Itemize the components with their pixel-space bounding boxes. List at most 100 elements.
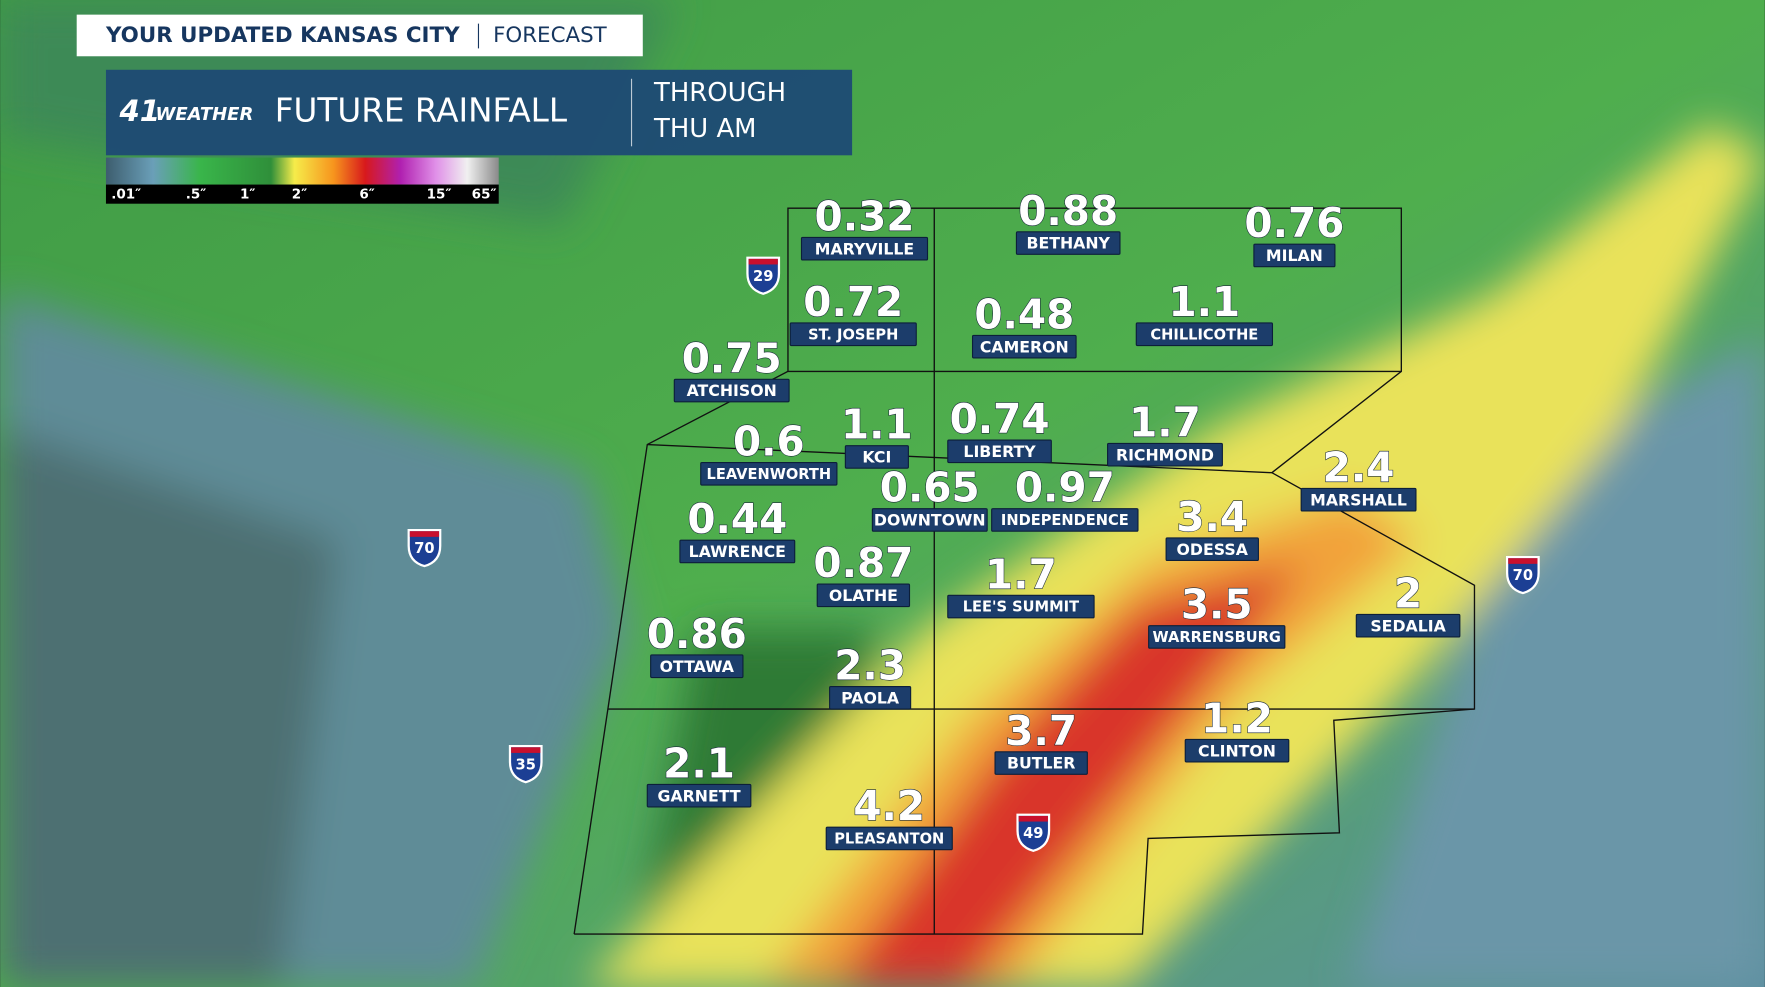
city-label-box xyxy=(1253,243,1336,268)
rainfall-value: 0.76 xyxy=(1244,199,1344,247)
interstate-shield-top xyxy=(1018,815,1048,822)
city-name: KCI xyxy=(862,448,891,467)
interstate-number: 49 xyxy=(1023,825,1043,842)
legend-label: 15″ xyxy=(427,187,452,203)
city-name: RICHMOND xyxy=(1116,445,1214,464)
legend-label: .5″ xyxy=(186,187,207,203)
city-name: CHILLICOTHE xyxy=(1150,326,1258,343)
rainfall-value: 0.44 xyxy=(687,495,787,543)
legend-label: .01″ xyxy=(111,187,141,203)
rainfall-value: 0.72 xyxy=(803,278,903,326)
interstate-shield xyxy=(1016,813,1051,852)
city-name: PLEASANTON xyxy=(834,831,944,848)
interstate-number: 70 xyxy=(414,540,434,557)
city-name: BUTLER xyxy=(1007,754,1075,773)
rainfall-value: 1.7 xyxy=(1129,398,1201,446)
city-label-box xyxy=(789,322,917,347)
rainfall-value: 4.2 xyxy=(853,782,925,830)
city-label-box xyxy=(1165,537,1259,562)
rainfall-value: 0.32 xyxy=(815,192,915,240)
rainfall-value: 0.97 xyxy=(1015,464,1115,512)
interstate-shield-top xyxy=(1508,558,1538,564)
city-name: ODESSA xyxy=(1177,540,1249,559)
city-label-box xyxy=(679,539,796,564)
kicker: YOUR UPDATED KANSAS CITY xyxy=(105,23,460,48)
period-line2: THU AM xyxy=(653,114,756,144)
city-label-box xyxy=(673,378,790,403)
city-name: LEE'S SUMMIT xyxy=(963,599,1079,616)
interstate-shield-top xyxy=(409,531,440,537)
rainfall-value: 3.7 xyxy=(1005,707,1077,755)
legend-bar xyxy=(105,157,499,185)
interstate-shield xyxy=(746,256,781,295)
city-name: OLATHE xyxy=(829,586,898,605)
city-label-box xyxy=(1135,322,1274,347)
legend-label: 6″ xyxy=(359,187,374,203)
city-name: PAOLA xyxy=(841,688,900,707)
city-name: CAMERON xyxy=(980,337,1069,356)
city-name: GARNETT xyxy=(658,786,741,805)
logo-number: 41 xyxy=(118,94,160,128)
rainfall-value: 0.74 xyxy=(950,395,1050,443)
city-name: SEDALIA xyxy=(1370,616,1446,635)
interstate-number: 29 xyxy=(753,268,773,285)
rainfall-value: 0.6 xyxy=(733,418,805,466)
legend-label: 2″ xyxy=(292,187,307,203)
interstate-shield-top xyxy=(748,258,778,265)
rainfall-value: 0.88 xyxy=(1018,187,1118,235)
rainfall-value: 1.1 xyxy=(1168,278,1240,326)
interstate-number: 35 xyxy=(516,756,536,773)
city-name: LIBERTY xyxy=(963,442,1036,461)
city-label-box xyxy=(1107,442,1223,467)
city-name: DOWNTOWN xyxy=(874,511,986,530)
interstate-shield xyxy=(508,745,543,784)
city-name: MILAN xyxy=(1266,246,1323,265)
rainfall-value: 3.4 xyxy=(1176,493,1248,541)
city-name: LAWRENCE xyxy=(689,542,786,561)
city-label-box xyxy=(971,334,1077,359)
interstate-number: 70 xyxy=(1513,567,1533,584)
title: FUTURE RAINFALL xyxy=(275,92,567,130)
city-label-box xyxy=(650,654,744,679)
city-label-box xyxy=(1300,487,1417,512)
city-name: BETHANY xyxy=(1026,234,1110,253)
city-label-box xyxy=(844,445,909,469)
rainfall-value: 2 xyxy=(1394,569,1422,617)
city-label-box xyxy=(994,751,1088,775)
legend-label-strip xyxy=(105,184,499,204)
kicker-box xyxy=(76,14,643,57)
city-label-box xyxy=(1184,738,1290,763)
city-label-box xyxy=(816,583,911,608)
rainfall-value: 0.75 xyxy=(682,334,782,382)
interstate-shield xyxy=(1505,555,1540,595)
city-name: ATCHISON xyxy=(687,381,777,400)
city-label-box xyxy=(1148,625,1286,649)
city-label-box xyxy=(991,508,1139,532)
rainfall-value: 0.87 xyxy=(813,539,913,587)
city-label-box xyxy=(947,594,1095,619)
city-label-box xyxy=(825,826,953,851)
rainfall-value: 1.7 xyxy=(985,550,1057,598)
rainfall-value: 0.48 xyxy=(974,290,1074,338)
rainfall-value: 2.3 xyxy=(834,642,906,690)
legend-label: 1″ xyxy=(240,187,255,203)
city-name: INDEPENDENCE xyxy=(1001,512,1129,529)
city-name: OTTAWA xyxy=(660,657,735,676)
rainfall-value: 2.1 xyxy=(663,739,735,787)
city-label-box xyxy=(1015,231,1121,255)
rainfall-value: 0.86 xyxy=(647,610,747,658)
rainfall-value: 0.65 xyxy=(880,464,980,512)
city-name: LEAVENWORTH xyxy=(707,466,832,483)
logo-text: WEATHER xyxy=(155,104,253,125)
interstate-shield xyxy=(407,528,442,568)
kicker-tag: FORECAST xyxy=(493,23,608,48)
rainfall-value: 1.1 xyxy=(841,401,913,449)
interstate-shield-top xyxy=(511,747,541,753)
city-name: MARSHALL xyxy=(1310,490,1407,509)
rainfall-value: 3.5 xyxy=(1181,581,1253,629)
city-label-box xyxy=(871,508,988,532)
city-label-box xyxy=(700,461,838,486)
legend-label: 65″ xyxy=(472,187,497,203)
